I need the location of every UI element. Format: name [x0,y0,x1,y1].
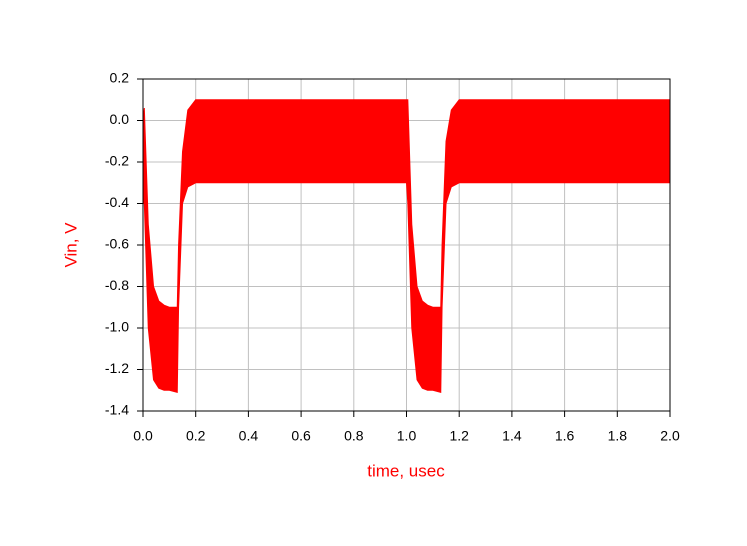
x-tick-label: 1.4 [502,428,522,444]
x-tick-label: 1.2 [449,428,469,444]
y-tick-label: -1.0 [105,319,129,335]
x-tick-label: 1.6 [555,428,575,444]
plot-frame [142,78,671,412]
y-tick-label: -0.4 [105,194,129,210]
y-tick-label: -1.2 [105,360,129,376]
y-tick-label: 0.0 [110,111,130,127]
y-tick-label: 0.2 [110,70,130,86]
y-tick-label: -0.2 [105,153,129,169]
y-axis-label: Vin, V [61,222,80,268]
y-tick-label: -0.8 [105,277,129,293]
y-tick-label: -1.4 [105,402,129,418]
x-axis-label: time, usec [367,461,445,480]
x-tick-label: 1.0 [397,428,417,444]
x-tick-label: 0.8 [344,428,364,444]
x-tick-label: 1.8 [608,428,628,444]
y-tick-label: -0.6 [105,236,129,252]
x-tick-label: 0.0 [133,428,153,444]
x-tick-label: 0.2 [186,428,206,444]
x-tick-label: 0.4 [239,428,259,444]
x-tick-label: 2.0 [660,428,680,444]
x-tick-label: 0.6 [291,428,311,444]
